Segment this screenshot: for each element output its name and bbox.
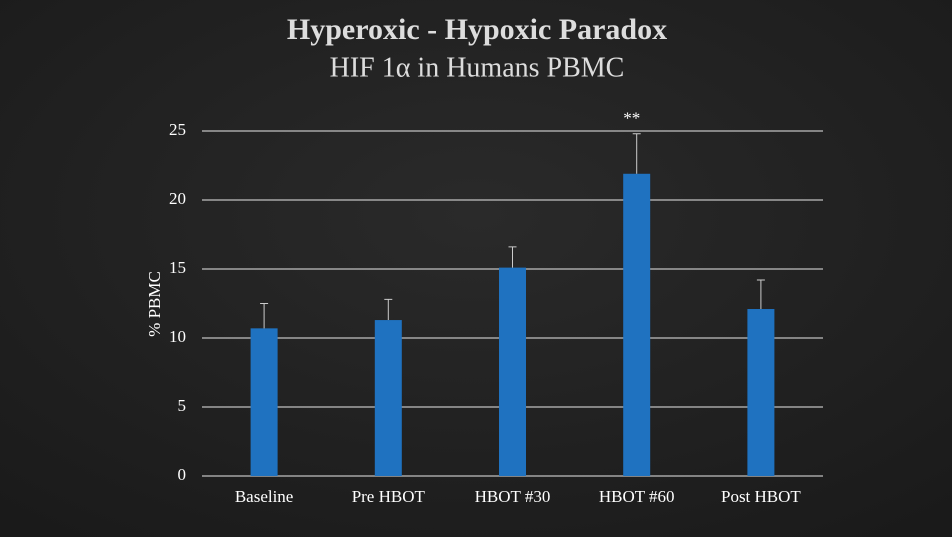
annotation: **	[623, 109, 640, 128]
error-bar	[384, 298, 393, 321]
y-tick-label: 15	[169, 258, 186, 277]
error-bar	[260, 303, 269, 329]
chart-title: Hyperoxic - Hypoxic Paradox	[287, 13, 667, 46]
x-tick-label: Post HBOT	[721, 487, 801, 506]
bar	[250, 328, 278, 476]
error-bar	[632, 133, 641, 174]
x-tick-label: HBOT #30	[475, 487, 551, 506]
bar	[747, 309, 775, 476]
error-bar	[756, 279, 765, 310]
error-bar	[508, 246, 517, 268]
x-tick-label: HBOT #60	[599, 487, 675, 506]
y-tick-label: 20	[169, 189, 186, 208]
x-tick-label: Baseline	[235, 487, 294, 506]
bar	[499, 267, 526, 476]
y-tick-label: 25	[169, 120, 186, 139]
y-tick-label: 0	[178, 465, 187, 484]
chart-subtitle: HIF 1α in Humans PBMC	[330, 52, 625, 83]
bar	[374, 320, 402, 476]
x-tick-label: Pre HBOT	[352, 487, 426, 506]
y-tick-label: 10	[169, 327, 186, 346]
y-tick-label: 5	[178, 396, 187, 415]
bar	[623, 173, 651, 476]
y-axis-label: % PBMC	[145, 271, 164, 337]
